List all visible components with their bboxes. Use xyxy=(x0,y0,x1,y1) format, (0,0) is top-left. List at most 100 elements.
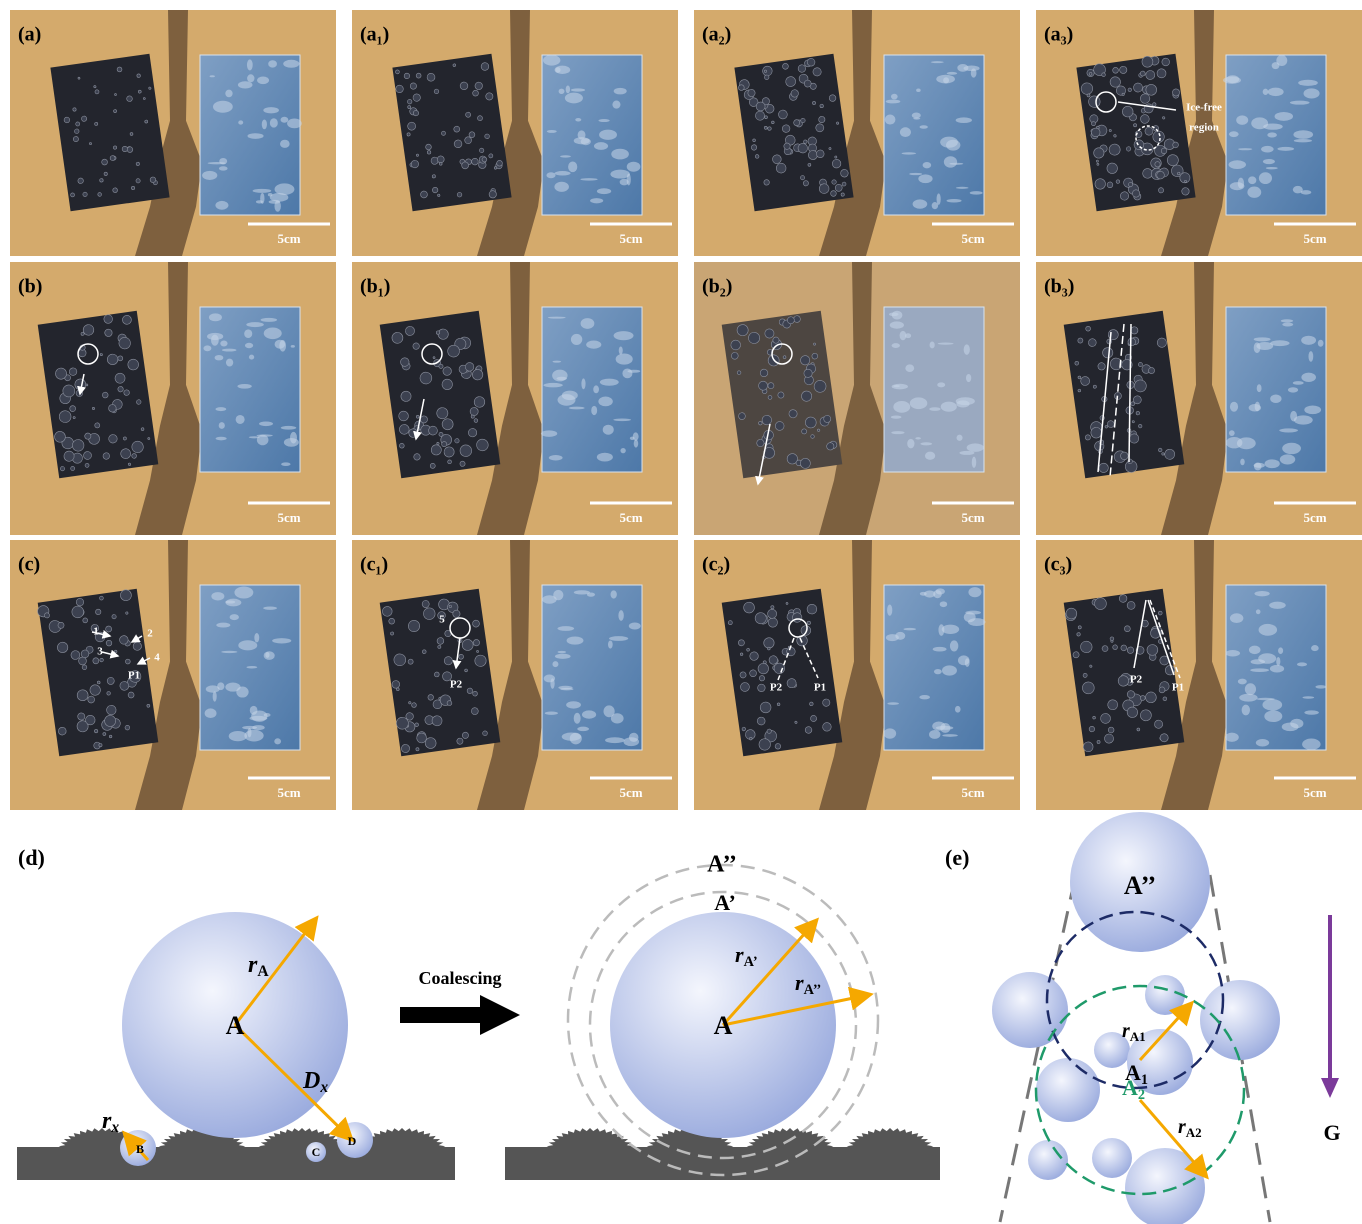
frost-patch xyxy=(549,455,563,460)
droplet-sphere xyxy=(1200,980,1280,1060)
panel-label: (e) xyxy=(945,845,969,870)
frost-patch xyxy=(219,158,227,165)
frost-patch xyxy=(1257,384,1262,392)
droplet xyxy=(1097,740,1100,743)
frost-patch xyxy=(586,341,601,349)
droplet xyxy=(801,429,807,435)
scale-bar-label: 5cm xyxy=(277,785,300,800)
frost-patch xyxy=(956,397,975,405)
frost-patch xyxy=(265,652,269,658)
frost-patch xyxy=(215,407,226,411)
droplet xyxy=(70,193,74,197)
frost-patch xyxy=(1229,430,1235,436)
frost-patch xyxy=(247,59,253,70)
droplet xyxy=(149,87,152,90)
frost-patch xyxy=(284,438,299,447)
panel-label: (c₂) xyxy=(702,554,730,576)
droplet xyxy=(98,192,102,196)
frost-patch xyxy=(947,199,962,202)
droplet xyxy=(1184,180,1186,182)
droplet xyxy=(1126,146,1131,151)
frost-patch xyxy=(940,137,958,148)
frost-patch xyxy=(967,443,984,452)
panel-label: (b₂) xyxy=(702,276,732,298)
frost-patch xyxy=(557,626,574,631)
droplet xyxy=(107,691,111,695)
droplet xyxy=(1089,72,1092,75)
droplet xyxy=(1091,121,1096,126)
frost-patch xyxy=(1250,668,1269,672)
frost-patch xyxy=(203,345,211,351)
frost-patch xyxy=(566,701,581,708)
distance-label-sub: x xyxy=(319,1079,328,1096)
frost-patch xyxy=(610,170,630,179)
frost-patch xyxy=(543,383,562,387)
frost-patch xyxy=(250,706,258,715)
annotation: Ice-free xyxy=(1186,102,1222,114)
frost-patch xyxy=(587,593,595,597)
frost-patch xyxy=(291,345,295,348)
black-plate xyxy=(38,311,159,479)
frost-patch xyxy=(624,737,640,746)
droplet-label: A xyxy=(226,1011,245,1040)
frost-patch xyxy=(936,588,945,594)
frost-patch xyxy=(1223,77,1241,84)
frost-patch xyxy=(565,93,583,104)
panel-label: (c₁) xyxy=(360,554,388,576)
radius-label-sub: A1 xyxy=(1130,1029,1146,1044)
frost-patch xyxy=(550,678,554,689)
frost-patch xyxy=(1225,650,1240,656)
frost-patch xyxy=(1297,662,1307,666)
droplet xyxy=(112,188,117,193)
frost-patch xyxy=(547,130,557,133)
frost-patch xyxy=(903,628,916,631)
droplet xyxy=(758,421,762,425)
frost-patch xyxy=(1304,405,1321,414)
droplet xyxy=(447,700,452,705)
droplet-label-sub: 1 xyxy=(1141,1072,1148,1088)
frost-patch xyxy=(556,377,566,380)
frost-patch xyxy=(891,416,902,419)
scale-bar-label: 5cm xyxy=(1303,510,1326,525)
droplet xyxy=(1158,611,1162,615)
droplet xyxy=(143,97,145,99)
frost-patch xyxy=(611,590,617,598)
frost-patch xyxy=(1282,322,1293,326)
frost-patch xyxy=(1229,160,1246,169)
droplet xyxy=(477,115,483,121)
radius-label: rx xyxy=(102,1108,119,1136)
frost-patch xyxy=(1277,147,1294,151)
droplet xyxy=(112,614,117,619)
frost-patch xyxy=(1225,733,1239,742)
droplet xyxy=(114,650,117,653)
frost-patch xyxy=(603,425,614,435)
frost-patch xyxy=(956,117,972,123)
frost-patch xyxy=(620,179,629,186)
droplet xyxy=(432,175,436,179)
droplet xyxy=(422,650,426,654)
droplet xyxy=(809,702,813,706)
frost-patch xyxy=(972,457,976,468)
frost-patch xyxy=(913,199,928,208)
frost-patch xyxy=(968,587,981,597)
frost-patch xyxy=(202,171,217,180)
frost-patch xyxy=(1276,657,1280,666)
frost-patch xyxy=(219,166,228,170)
frost-patch xyxy=(932,721,945,730)
frost-patch xyxy=(931,61,944,63)
frost-patch xyxy=(919,695,930,699)
droplet xyxy=(767,127,771,131)
droplet xyxy=(764,116,767,119)
droplet xyxy=(453,64,456,67)
droplet xyxy=(430,463,436,469)
frost-patch xyxy=(1254,591,1269,596)
frost-patch xyxy=(554,182,569,192)
frost-patch xyxy=(611,149,629,160)
frost-patch xyxy=(575,118,581,122)
frost-patch xyxy=(568,161,577,172)
droplet xyxy=(97,681,100,684)
frost-patch xyxy=(910,397,928,409)
frost-patch xyxy=(1267,132,1277,137)
photo-panel: (b)5cm xyxy=(10,262,336,535)
frost-patch xyxy=(268,60,277,67)
